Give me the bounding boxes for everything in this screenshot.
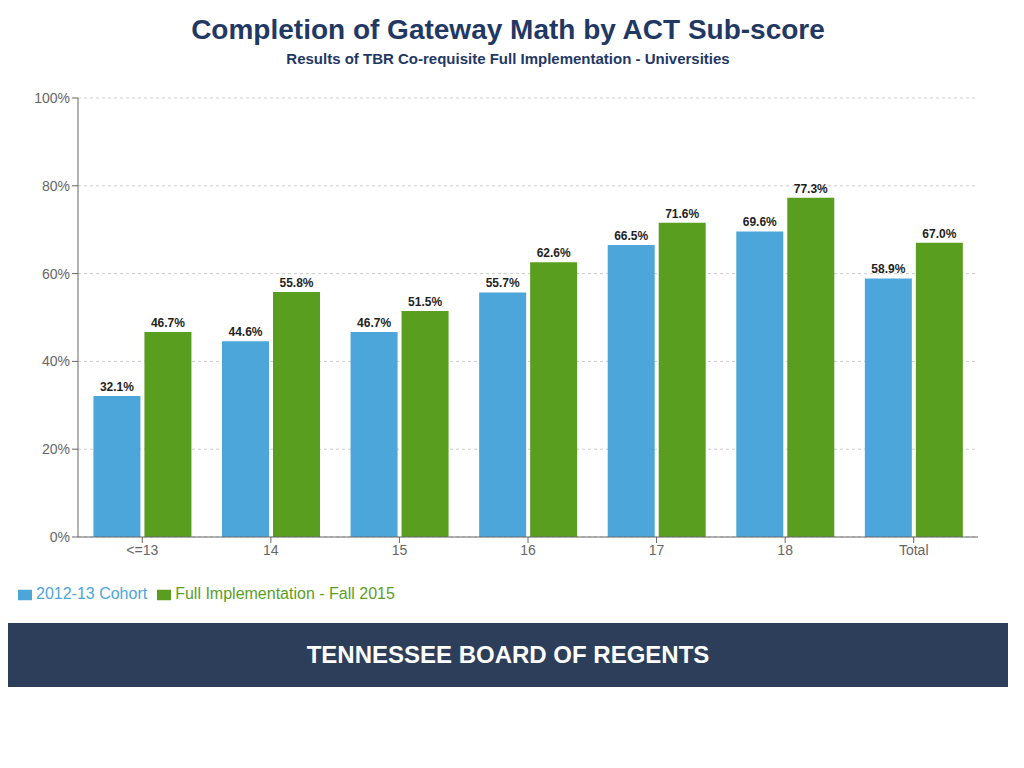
svg-text:80%: 80%	[42, 178, 70, 194]
svg-text:46.7%: 46.7%	[151, 316, 185, 330]
svg-text:67.0%: 67.0%	[922, 227, 956, 241]
svg-text:<=13: <=13	[126, 542, 158, 558]
svg-text:100%: 100%	[34, 90, 70, 106]
svg-text:44.6%: 44.6%	[228, 325, 262, 339]
svg-text:58.9%: 58.9%	[871, 262, 905, 276]
svg-text:14: 14	[263, 542, 279, 558]
svg-text:66.5%: 66.5%	[614, 229, 648, 243]
svg-text:0%: 0%	[50, 529, 70, 545]
html-text:Results of TBR Co-requisite Fu: Results of TBR Co-requisite Full Impleme…	[286, 50, 730, 67]
svg-text:60%: 60%	[42, 266, 70, 282]
svg-text:46.7%: 46.7%	[357, 316, 391, 330]
html-text:TENNESSEE BOARD OF REGENTS: TENNESSEE BOARD OF REGENTS	[306, 641, 710, 668]
svg-text:71.6%: 71.6%	[665, 207, 699, 221]
svg-text:40%: 40%	[42, 353, 70, 369]
svg-text:51.5%: 51.5%	[408, 295, 442, 309]
svg-text:15: 15	[392, 542, 408, 558]
svg-text:62.6%: 62.6%	[537, 246, 571, 260]
svg-text:16: 16	[520, 542, 536, 558]
svg-text:55.7%: 55.7%	[486, 276, 520, 290]
svg-text:Total: Total	[899, 542, 929, 558]
svg-text:69.6%: 69.6%	[743, 215, 777, 229]
svg-text:32.1%: 32.1%	[100, 380, 134, 394]
svg-text:17: 17	[649, 542, 665, 558]
svg-text:20%: 20%	[42, 441, 70, 457]
html-text:Full Implementation - Fall 201: Full Implementation - Fall 2015	[175, 585, 395, 602]
html-text:Completion of Gateway Math by: Completion of Gateway Math by ACT Sub-sc…	[191, 14, 825, 45]
html-text:2012-13 Cohort: 2012-13 Cohort	[36, 585, 148, 602]
svg-text:55.8%: 55.8%	[279, 276, 313, 290]
svg-text:77.3%: 77.3%	[794, 182, 828, 196]
svg-text:18: 18	[777, 542, 793, 558]
